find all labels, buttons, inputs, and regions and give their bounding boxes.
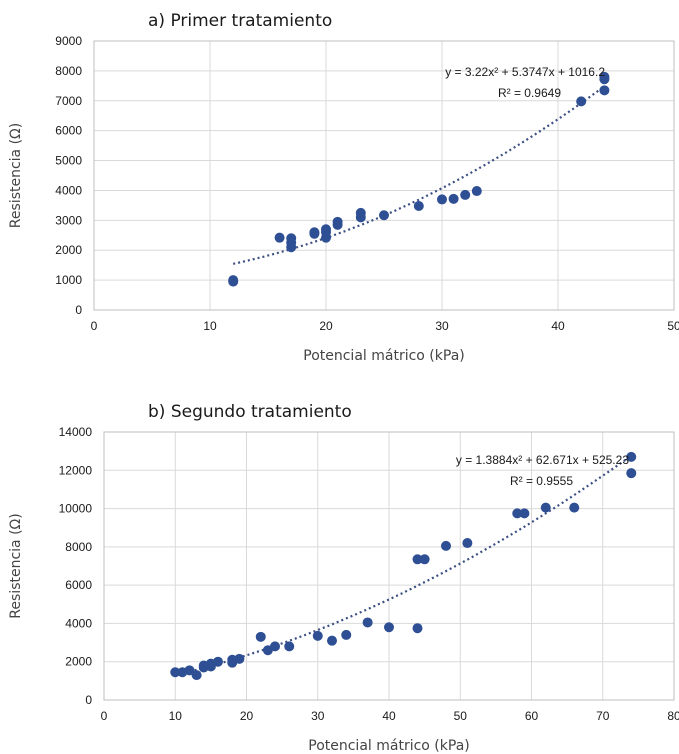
data-point: [327, 635, 337, 646]
data-point: [321, 224, 331, 235]
trendline-r2: R² = 0.9649: [498, 86, 561, 100]
plot-area: [103, 431, 675, 701]
data-point: [413, 200, 424, 211]
x-axis-label: Potencial mátrico (kPa): [303, 348, 464, 364]
y-tick-label: 9000: [55, 34, 82, 48]
y-tick-label: 1000: [55, 273, 82, 287]
data-point: [540, 502, 551, 513]
y-axis-label: Resistencia (Ω): [8, 513, 24, 618]
data-point: [599, 85, 610, 96]
y-tick-label: 0: [85, 693, 92, 707]
y-tick-label: 6000: [55, 124, 82, 138]
data-point: [191, 670, 202, 681]
data-point: [384, 622, 394, 633]
y-tick-label: 10000: [59, 502, 93, 516]
y-tick-label: 5000: [55, 154, 82, 168]
data-point: [379, 210, 389, 221]
x-tick-label: 50: [667, 319, 679, 333]
data-point: [170, 667, 181, 678]
data-point: [234, 653, 245, 664]
data-point: [312, 630, 323, 641]
data-point: [213, 656, 223, 667]
data-point: [284, 641, 295, 652]
chart-title: b) Segundo tratamiento: [148, 402, 352, 422]
x-tick-label: 20: [319, 319, 333, 333]
data-point: [626, 468, 637, 479]
x-tick-label: 30: [435, 319, 449, 333]
data-point: [512, 508, 523, 519]
y-tick-label: 14000: [59, 425, 93, 439]
y-tick-label: 3000: [55, 213, 82, 227]
x-tick-label: 20: [240, 709, 254, 723]
trendline-r2: R² = 0.9555: [510, 474, 573, 488]
x-tick-label: 30: [311, 709, 325, 723]
data-point: [519, 508, 530, 519]
data-point: [228, 275, 239, 286]
data-point: [309, 227, 320, 238]
data-point: [341, 629, 352, 640]
y-tick-label: 6000: [65, 578, 92, 592]
x-tick-label: 40: [382, 709, 396, 723]
data-point: [576, 96, 587, 107]
y-tick-label: 7000: [55, 94, 82, 108]
data-point: [270, 641, 280, 652]
y-tick-label: 8000: [55, 64, 82, 78]
y-tick-label: 4000: [65, 616, 92, 630]
chart-a-primer-tratamiento: a) Primer tratamiento 0 10 20 30 40 50 0 1000 200…: [8, 11, 679, 364]
data-point: [599, 71, 610, 82]
y-tick-label: 8000: [65, 540, 92, 554]
data-point: [419, 554, 430, 565]
data-point: [332, 216, 343, 227]
x-tick-label: 10: [203, 319, 217, 333]
x-tick-label: 70: [596, 709, 610, 723]
x-tick-label: 50: [454, 709, 468, 723]
data-point: [448, 193, 459, 204]
y-tick-label: 12000: [59, 463, 93, 477]
trendline: [175, 454, 632, 677]
data-point: [255, 631, 266, 642]
x-tick-label: 40: [551, 319, 565, 333]
data-point: [362, 617, 373, 628]
data-point: [441, 540, 451, 551]
data-point: [412, 623, 423, 634]
x-axis-label: Potencial mátrico (kPa): [308, 738, 469, 754]
data-point: [471, 186, 482, 197]
data-point: [184, 665, 195, 676]
x-tick-label: 10: [169, 709, 183, 723]
trendline: [232, 85, 606, 265]
x-tick-label: 60: [525, 709, 539, 723]
trendline-equation: y = 3.22x² + 5.3747x + 1016.2: [445, 65, 605, 79]
data-point: [462, 538, 473, 549]
data-point: [286, 233, 297, 244]
y-tick-label: 4000: [55, 183, 82, 197]
data-point: [437, 194, 447, 205]
y-axis-label: Resistencia (Ω): [8, 123, 24, 228]
data-point: [274, 232, 285, 243]
y-tick-label: 0: [75, 303, 82, 317]
trendline-equation: y = 1.3884x² + 62.671x + 525.23: [456, 453, 629, 467]
x-tick-label: 0: [91, 319, 98, 333]
plot-area: [93, 40, 675, 311]
y-tick-label: 2000: [55, 243, 82, 257]
data-point: [569, 502, 580, 513]
data-point: [626, 451, 637, 462]
data-point: [355, 207, 366, 218]
x-tick-label: 0: [101, 709, 108, 723]
x-tick-label: 80: [667, 709, 679, 723]
data-point: [460, 189, 471, 200]
data-point: [412, 554, 423, 565]
y-tick-label: 2000: [65, 655, 92, 669]
chart-title: a) Primer tratamiento: [148, 11, 332, 31]
